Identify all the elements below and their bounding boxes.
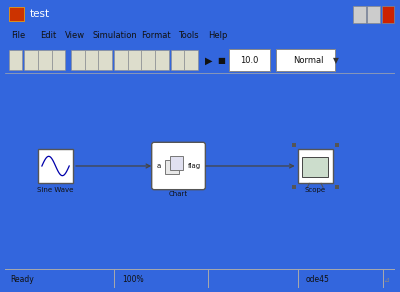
Bar (170, 156, 184, 170)
Bar (298, 149, 333, 183)
Text: a: a (157, 163, 161, 169)
Bar (367, 6, 380, 23)
Bar (9, 50, 22, 70)
Text: 100%: 100% (122, 275, 144, 284)
Text: Format: Format (142, 32, 171, 40)
Bar (276, 49, 335, 71)
Bar (382, 6, 394, 23)
Bar (24, 50, 38, 70)
Text: test: test (30, 9, 50, 20)
Bar (353, 6, 366, 23)
Bar (302, 157, 328, 177)
Text: Help: Help (208, 32, 227, 40)
Bar (184, 50, 198, 70)
Text: ▶: ▶ (205, 55, 212, 65)
Text: flag: flag (188, 163, 201, 169)
Bar (114, 50, 128, 70)
Bar (38, 50, 52, 70)
Bar (52, 50, 65, 70)
Text: Tools: Tools (178, 32, 199, 40)
Text: View: View (65, 32, 86, 40)
Bar (85, 50, 98, 70)
Text: 10.0: 10.0 (240, 56, 259, 65)
Text: ■: ■ (218, 56, 226, 65)
FancyBboxPatch shape (152, 142, 205, 190)
Bar (155, 50, 169, 70)
Bar (71, 50, 85, 70)
Text: Chart: Chart (169, 191, 188, 197)
Bar (38, 149, 73, 183)
Bar (128, 50, 142, 70)
Text: ode45: ode45 (306, 275, 329, 284)
Text: ▼: ▼ (333, 56, 339, 65)
Text: Simulation: Simulation (93, 32, 137, 40)
Text: Edit: Edit (40, 32, 56, 40)
Text: Sine Wave: Sine Wave (37, 187, 74, 193)
Bar (165, 160, 178, 174)
Text: Ready: Ready (11, 275, 34, 284)
Bar (142, 50, 155, 70)
Text: Scope: Scope (305, 187, 326, 193)
Text: X: X (385, 10, 391, 19)
Bar (229, 49, 270, 71)
Text: File: File (11, 32, 25, 40)
Bar (98, 50, 112, 70)
Text: Normal: Normal (293, 56, 323, 65)
Bar (10, 8, 24, 22)
Text: -: - (358, 10, 361, 19)
Bar (171, 50, 184, 70)
Text: ⊿: ⊿ (384, 277, 389, 283)
